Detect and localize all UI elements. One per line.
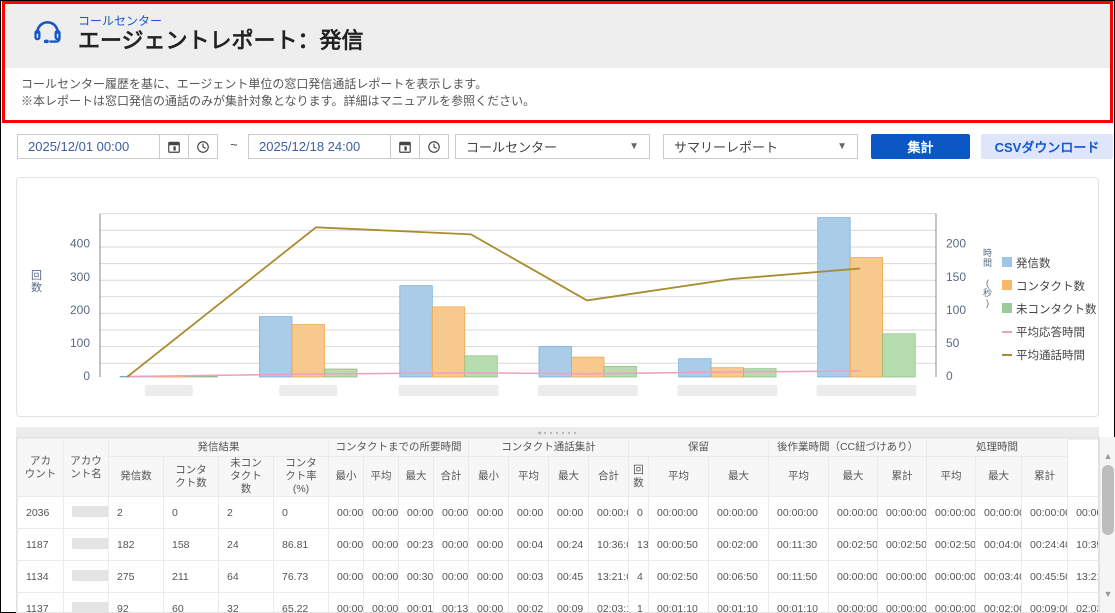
svg-text:150: 150 [946,270,966,284]
svg-text:0: 0 [946,369,953,383]
svg-text:0: 0 [83,369,90,383]
svg-text:200: 200 [70,303,90,317]
svg-text:300: 300 [70,270,90,284]
svg-text:200: 200 [946,237,966,251]
svg-text:100: 100 [70,336,90,350]
svg-text:50: 50 [946,336,960,350]
svg-text:400: 400 [70,237,90,251]
svg-text:100: 100 [946,303,966,317]
